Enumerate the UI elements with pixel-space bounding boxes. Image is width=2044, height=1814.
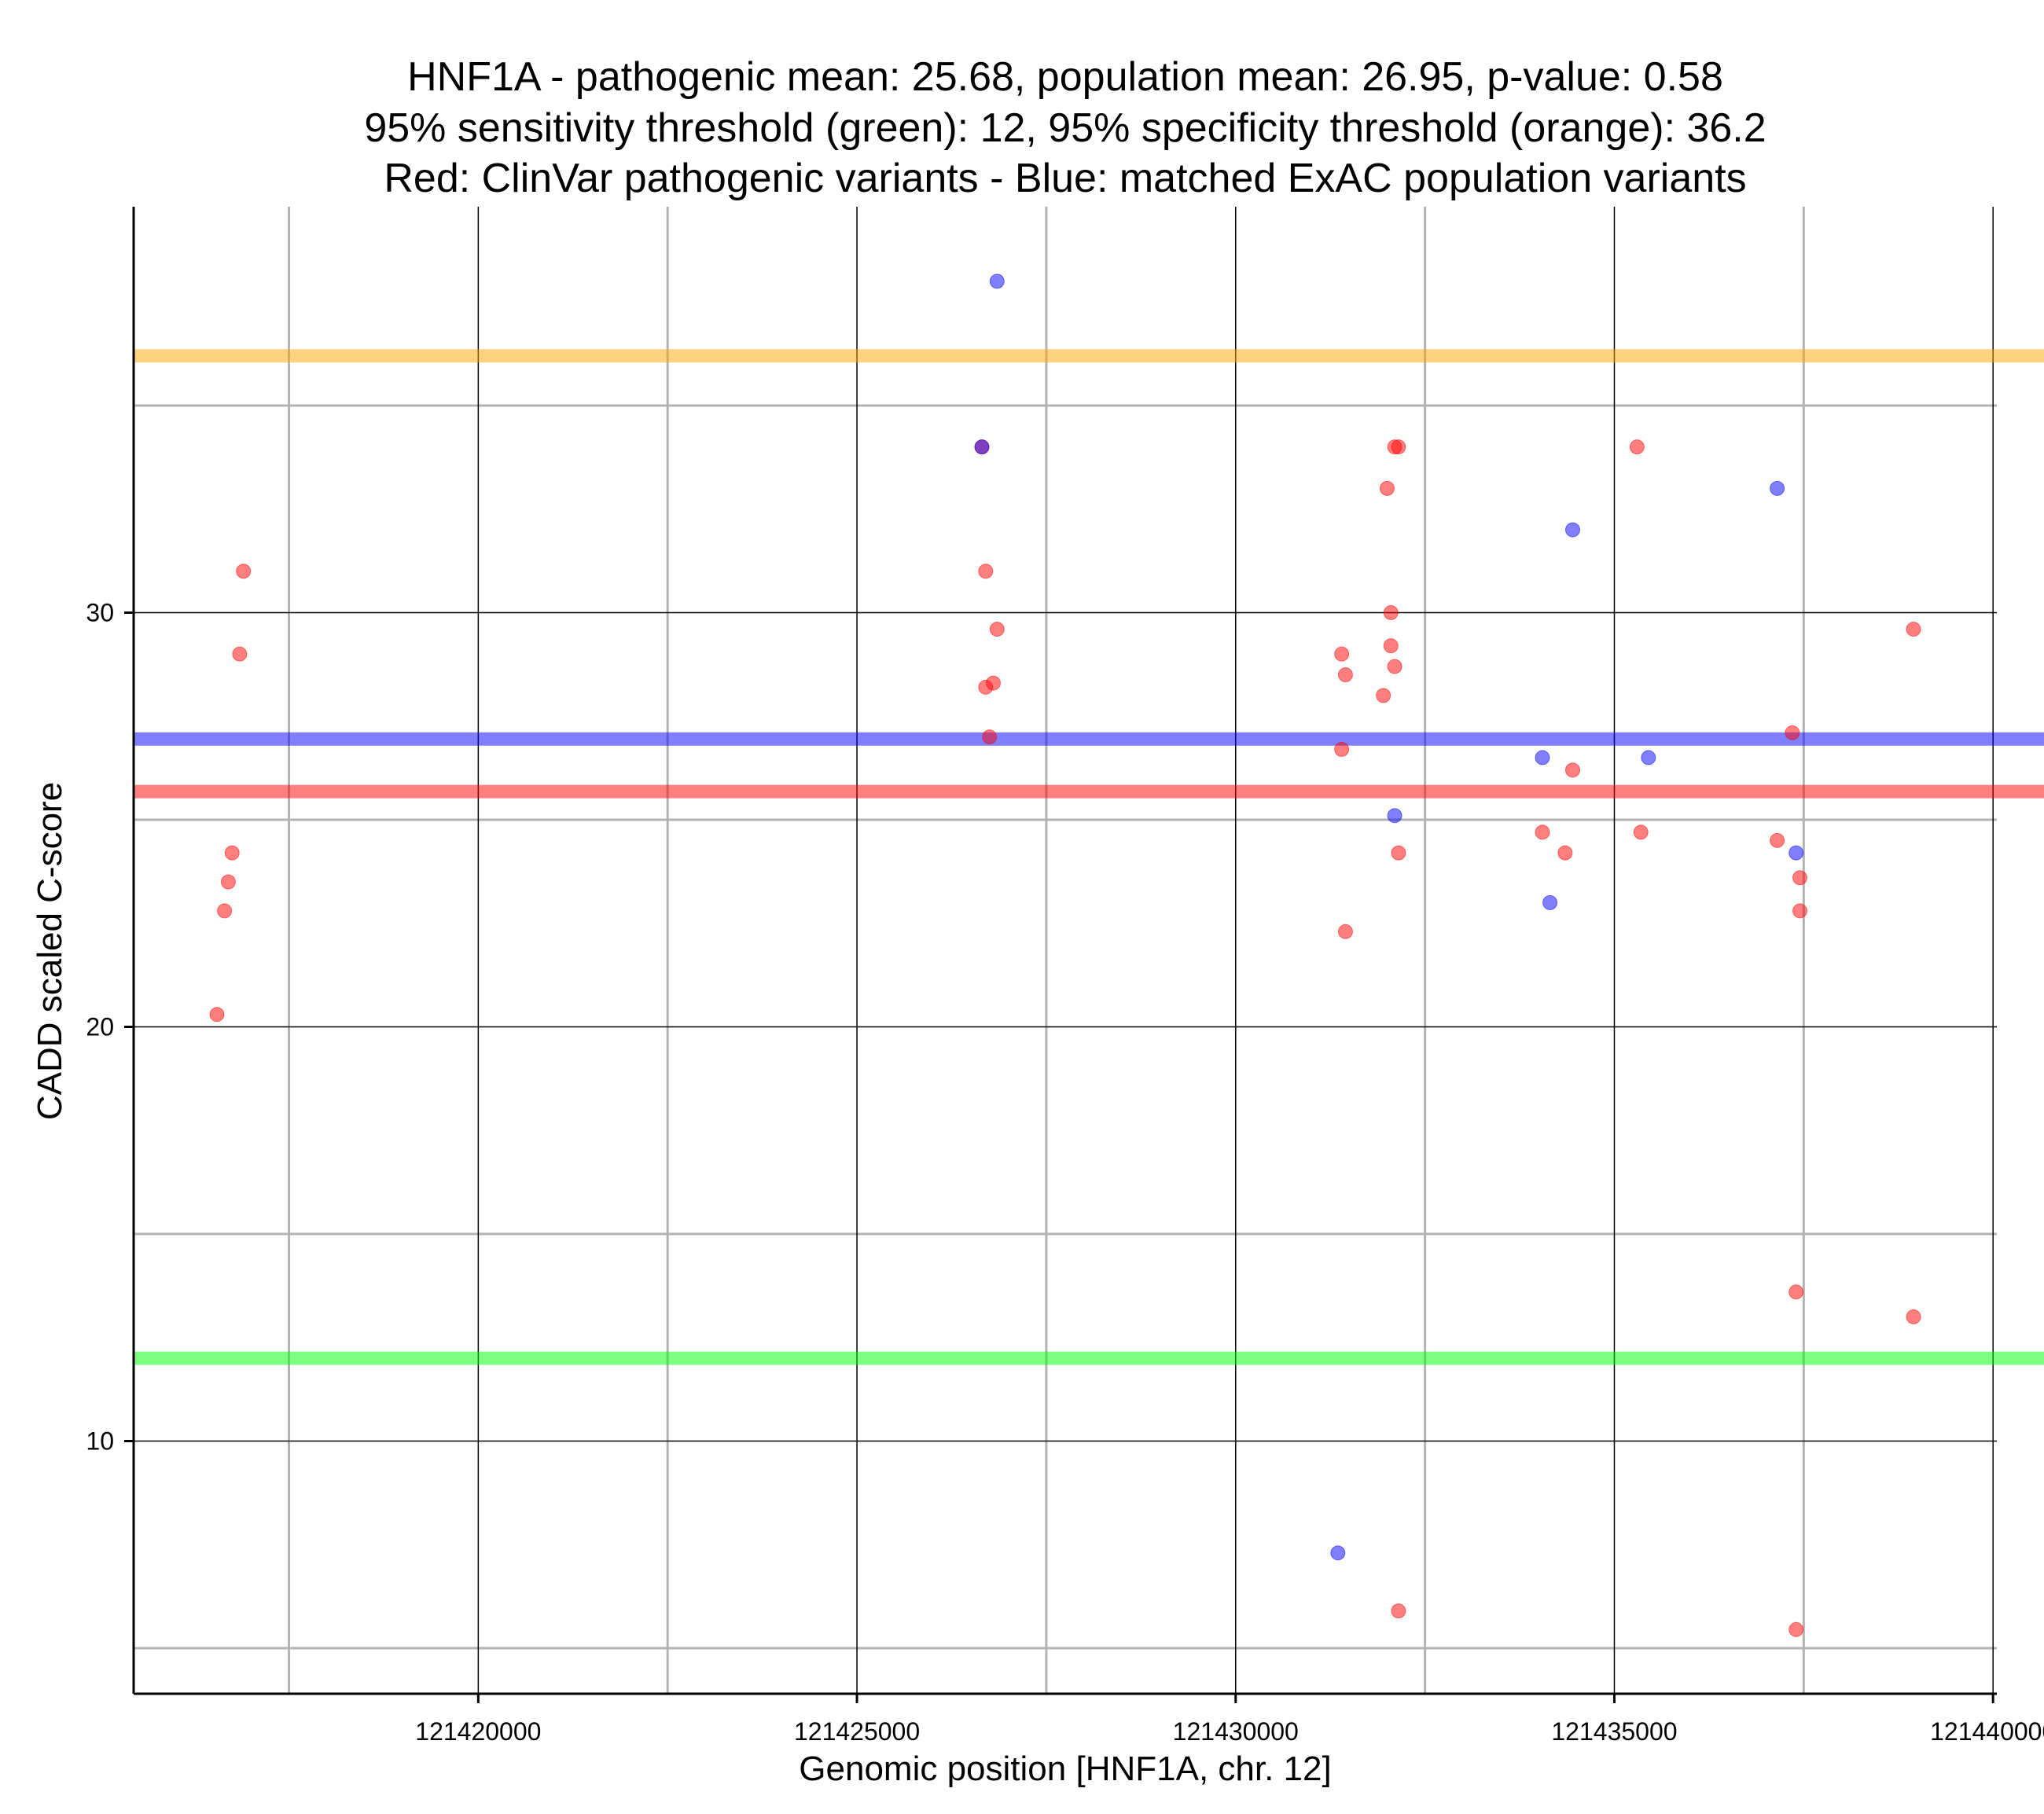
- population-point: [1387, 808, 1402, 824]
- pathogenic-point: [982, 729, 998, 745]
- pathogenic-point: [220, 874, 236, 890]
- pathogenic-point: [1387, 659, 1402, 674]
- population-point: [1770, 480, 1785, 496]
- x-tick-label: 121420000: [415, 1717, 541, 1746]
- pathogenic-point: [1788, 1621, 1804, 1637]
- pathogenic-point: [985, 675, 1001, 691]
- x-tick-label: 121430000: [1173, 1717, 1299, 1746]
- population-point: [989, 274, 1005, 289]
- pathogenic-point: [209, 1007, 225, 1023]
- pathogenic-point: [1535, 824, 1550, 840]
- pathogenic-point: [1792, 870, 1808, 886]
- x-axis-label: Genomic position [HNF1A, chr. 12]: [799, 1750, 1331, 1788]
- chart-title: HNF1A - pathogenic mean: 25.68, populati…: [364, 54, 1766, 201]
- pathogenic-point: [1629, 439, 1645, 455]
- population-point: [1564, 522, 1580, 538]
- y-tick-label: 20: [86, 1012, 114, 1041]
- pathogenic-point: [1906, 622, 1921, 637]
- title-line-3: Red: ClinVar pathogenic variants - Blue:…: [384, 156, 1746, 201]
- x-tick-label: 121440000: [1930, 1717, 2044, 1746]
- pathogenic-point: [1391, 845, 1406, 861]
- pathogenic-point: [1785, 725, 1800, 740]
- pathogenic-point: [1379, 480, 1395, 496]
- pathogenic-point: [224, 845, 240, 861]
- title-line-1: HNF1A - pathogenic mean: 25.68, populati…: [407, 54, 1723, 100]
- x-axis-ticks: 121420000 121425000 121430000 121435000 1214…: [415, 1694, 2044, 1746]
- y-axis-ticks: 10 20 30: [86, 598, 134, 1456]
- x-tick-label: 121425000: [794, 1717, 920, 1746]
- pathogenic-point: [1334, 741, 1350, 757]
- x-tick-label: 121435000: [1551, 1717, 1677, 1746]
- y-axis-label: CADD scaled C-score: [31, 782, 69, 1120]
- axes: [132, 207, 1997, 1695]
- pathogenic-point: [1383, 638, 1399, 654]
- pathogenic-point: [1557, 845, 1573, 861]
- pathogenic-point: [1334, 646, 1350, 662]
- pathogenic-point: [1633, 824, 1649, 840]
- pathogenic-point: [217, 903, 233, 919]
- y-tick-label: 10: [86, 1427, 114, 1456]
- title-line-2: 95% sensitivity threshold (green): 12, 9…: [364, 105, 1766, 151]
- population-point: [974, 439, 990, 455]
- data-points: [209, 274, 1921, 1637]
- population-point: [1330, 1545, 1346, 1561]
- reference-lines: [134, 349, 2044, 1365]
- pathogenic-point: [1383, 604, 1399, 620]
- pathogenic-point: [1391, 439, 1406, 455]
- pathogenic-point: [1391, 1603, 1406, 1619]
- pathogenic-point: [232, 646, 248, 662]
- pathogenic-point: [1788, 1284, 1804, 1300]
- pathogenic-point: [236, 564, 252, 579]
- pathogenic-point: [1337, 667, 1353, 683]
- population-point: [1641, 750, 1656, 766]
- pathogenic-point: [1376, 688, 1391, 703]
- pathogenic-point: [1792, 903, 1808, 919]
- population-point: [1788, 845, 1804, 861]
- pathogenic-point: [1906, 1309, 1921, 1324]
- pathogenic-point: [1564, 762, 1580, 778]
- pathogenic-point: [978, 564, 994, 579]
- pathogenic-point: [989, 622, 1005, 637]
- pathogenic-point: [1337, 924, 1353, 939]
- population-point: [1535, 750, 1550, 766]
- gridlines: [134, 207, 1997, 1694]
- pathogenic-point: [1770, 832, 1785, 848]
- population-point: [1542, 894, 1558, 910]
- y-tick-label: 30: [86, 598, 114, 626]
